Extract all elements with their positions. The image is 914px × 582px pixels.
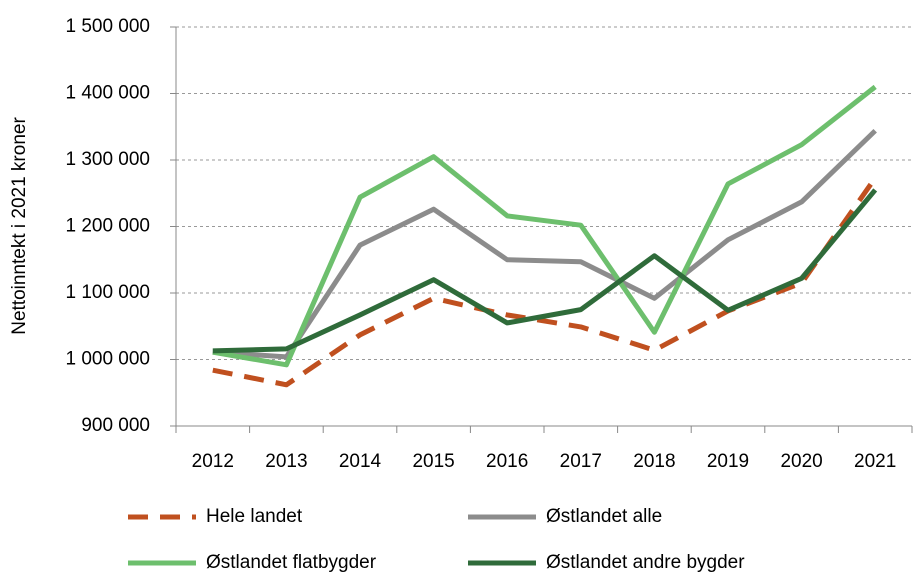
legend-label: Østlandet flatbygder	[206, 552, 377, 573]
x-tick-label: 2015	[412, 451, 454, 472]
x-tick-label: 2021	[854, 451, 896, 472]
legend-label: Østlandet alle	[546, 506, 662, 527]
series-line	[212, 176, 878, 388]
x-tick-label: 2016	[486, 451, 528, 472]
x-tick-label: 2018	[633, 451, 675, 472]
y-tick-label: 1 200 000	[65, 216, 150, 237]
series-line	[212, 188, 878, 354]
y-axis-title: Nettoinntekt i 2021 kroner	[9, 117, 30, 335]
y-tick-label: 900 000	[81, 415, 150, 436]
y-tick-label: 1 100 000	[65, 282, 150, 303]
x-tick-label: 2013	[265, 451, 307, 472]
x-tick-label: 2014	[339, 451, 382, 472]
series-line	[212, 128, 877, 360]
y-tick-label: 1 300 000	[65, 149, 150, 170]
x-tick-label: 2012	[192, 451, 234, 472]
x-tick-label: 2020	[780, 451, 822, 472]
legend-label: Østlandet andre bygder	[546, 552, 745, 573]
legend-label: Hele landet	[206, 506, 303, 527]
y-tick-label: 1 000 000	[65, 349, 150, 370]
y-tick-label: 1 400 000	[65, 83, 150, 104]
y-tick-label: 1 500 000	[65, 16, 150, 37]
series-line	[212, 84, 877, 368]
x-tick-label: 2019	[707, 451, 749, 472]
x-tick-label: 2017	[560, 451, 602, 472]
